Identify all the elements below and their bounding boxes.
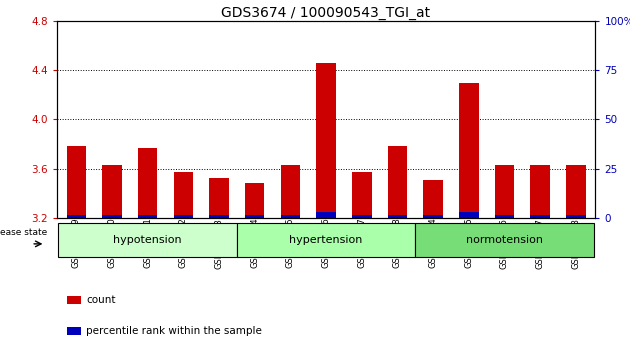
Bar [415,223,593,257]
Bar [530,165,550,218]
Bar [459,212,479,218]
Bar [495,165,514,218]
Bar [280,215,300,218]
Bar [280,165,300,218]
Bar [495,215,514,218]
Bar [138,148,158,218]
Bar [173,215,193,218]
Text: hypotension: hypotension [113,235,182,245]
Bar [423,215,443,218]
Text: hypertension: hypertension [289,235,363,245]
Bar [102,215,122,218]
Bar [566,215,585,218]
Bar [352,172,372,218]
Bar [67,147,86,218]
Bar [237,223,415,257]
Bar [67,215,86,218]
Bar [209,215,229,218]
Bar [566,165,585,218]
Text: percentile rank within the sample: percentile rank within the sample [86,326,262,336]
Bar [102,165,122,218]
Bar [387,147,407,218]
Bar [67,327,81,335]
Bar [530,215,550,218]
Text: normotension: normotension [466,235,543,245]
Bar [316,212,336,218]
Bar [245,183,265,218]
Title: GDS3674 / 100090543_TGI_at: GDS3674 / 100090543_TGI_at [222,6,430,20]
Bar [173,172,193,218]
Bar [209,178,229,218]
Text: disease state: disease state [0,228,47,237]
Text: count: count [86,295,116,305]
Bar [423,179,443,218]
Bar [59,223,237,257]
Bar [352,215,372,218]
Bar [245,215,265,218]
Bar [387,215,407,218]
Bar [316,63,336,218]
Bar [138,215,158,218]
Bar [459,82,479,218]
Bar [67,296,81,304]
